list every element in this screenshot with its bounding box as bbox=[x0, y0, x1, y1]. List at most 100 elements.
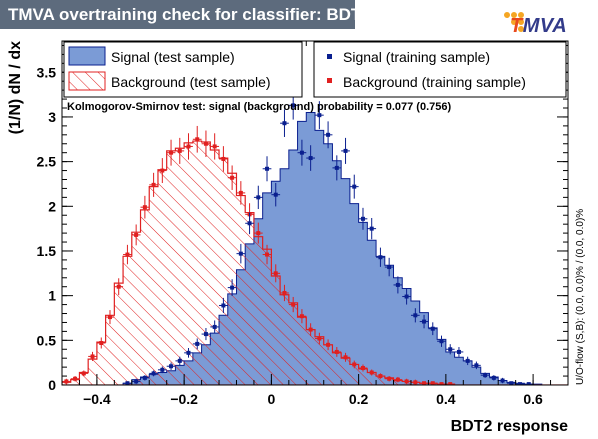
x-tick-label: 0.4 bbox=[436, 391, 456, 407]
background-training-point bbox=[334, 349, 339, 354]
background-training-point bbox=[352, 362, 357, 367]
background-training-point bbox=[369, 370, 374, 375]
background-training-point bbox=[90, 354, 95, 359]
y-tick-label: 1.5 bbox=[37, 243, 57, 259]
background-training-point bbox=[169, 150, 174, 155]
background-training-point bbox=[326, 342, 331, 347]
background-training-point bbox=[430, 381, 435, 385]
background-training-point bbox=[395, 377, 400, 382]
signal-training-point bbox=[282, 121, 287, 126]
x-tick-label: −0.4 bbox=[83, 391, 111, 407]
background-training-point bbox=[221, 156, 226, 161]
ks-test-annotation: Kolmogorov-Smirnov test: signal (backgro… bbox=[67, 101, 451, 113]
legend-marker-signal-training bbox=[327, 54, 332, 59]
signal-training-point bbox=[526, 382, 531, 385]
background-training-point bbox=[238, 190, 243, 195]
x-axis-title: BDT2 response bbox=[451, 418, 568, 435]
signal-training-point bbox=[125, 381, 130, 385]
signal-training-point bbox=[343, 148, 348, 153]
legend-label-background-training: Background (training sample) bbox=[343, 74, 526, 90]
background-training-point bbox=[273, 271, 278, 276]
background-training-point bbox=[186, 144, 191, 149]
background-training-point bbox=[404, 379, 409, 384]
background-training-point bbox=[291, 302, 296, 307]
background-training-point bbox=[177, 148, 182, 153]
signal-training-point bbox=[395, 282, 400, 287]
background-training-point bbox=[116, 284, 121, 289]
background-training-point bbox=[212, 144, 217, 149]
signal-training-point bbox=[483, 373, 488, 378]
signal-training-point bbox=[134, 379, 139, 384]
background-training-point bbox=[413, 380, 418, 385]
signal-training-point bbox=[518, 382, 523, 385]
logo-rest: MVA bbox=[522, 15, 568, 37]
signal-training-point bbox=[352, 184, 357, 189]
signal-training-point bbox=[265, 166, 270, 171]
y-tick-label: 0.5 bbox=[37, 332, 57, 348]
signal-training-point bbox=[299, 150, 304, 155]
signal-training-point bbox=[448, 347, 453, 352]
background-training-point bbox=[308, 327, 313, 332]
background-training-point bbox=[230, 175, 235, 180]
signal-training-point bbox=[212, 324, 217, 329]
legend-label-background-test: Background (test sample) bbox=[111, 74, 271, 90]
background-training-point bbox=[387, 376, 392, 381]
y-tick-label: 0 bbox=[48, 377, 56, 393]
signal-training-point bbox=[439, 339, 444, 344]
background-training-point bbox=[203, 141, 208, 146]
legend-marker-background-training bbox=[327, 78, 332, 83]
background-training-point bbox=[282, 290, 287, 295]
background-training-point bbox=[299, 314, 304, 319]
background-training-point bbox=[422, 381, 427, 385]
signal-training-point bbox=[326, 132, 331, 137]
y-tick-label: 3 bbox=[48, 109, 56, 125]
signal-training-point bbox=[360, 216, 365, 221]
signal-training-point bbox=[186, 350, 191, 355]
signal-training-point bbox=[256, 195, 261, 200]
background-training-point bbox=[439, 382, 444, 385]
signal-training-point bbox=[456, 349, 461, 354]
signal-training-point bbox=[151, 371, 156, 376]
background-training-point bbox=[64, 379, 69, 384]
signal-training-point bbox=[387, 265, 392, 270]
x-tick-label: 0.2 bbox=[349, 391, 369, 407]
background-training-point bbox=[99, 341, 104, 346]
background-training-point bbox=[343, 355, 348, 360]
legend-swatch-background-test bbox=[68, 71, 106, 91]
signal-training-point bbox=[221, 303, 226, 308]
legend-label-signal-test: Signal (test sample) bbox=[111, 49, 235, 65]
signal-training-point bbox=[177, 358, 182, 363]
background-training-point bbox=[142, 205, 147, 210]
signal-training-point bbox=[404, 294, 409, 299]
y-tick-label: 3.5 bbox=[37, 64, 57, 80]
background-training-point bbox=[448, 382, 453, 385]
y-tick-label: 1 bbox=[48, 288, 56, 304]
background-training-point bbox=[125, 252, 130, 257]
signal-training-point bbox=[369, 226, 374, 231]
overflow-label: U/O-flow (S,B): (0.0, 0.0)% / (0.0, 0.0)… bbox=[575, 209, 586, 385]
signal-training-point bbox=[273, 192, 278, 197]
background-training-point bbox=[160, 168, 165, 173]
signal-training-point bbox=[308, 156, 313, 161]
signal-training-point bbox=[238, 251, 243, 256]
chart-title: TMVA overtraining check for classifier: … bbox=[0, 0, 371, 29]
y-axis-title: (1/N) dN / dx bbox=[7, 41, 24, 134]
background-training-point bbox=[256, 231, 261, 236]
signal-training-point bbox=[491, 375, 496, 380]
y-tick-label: 2.5 bbox=[37, 154, 57, 170]
signal-training-point bbox=[430, 326, 435, 331]
plot-content bbox=[62, 91, 568, 385]
background-training-point bbox=[317, 336, 322, 341]
y-tick-label: 2 bbox=[48, 198, 56, 214]
signal-training-point bbox=[169, 364, 174, 369]
legend-box-training bbox=[313, 41, 567, 98]
background-training-point bbox=[360, 366, 365, 371]
x-tick-label: 0.6 bbox=[523, 391, 543, 407]
signal-training-point bbox=[160, 367, 165, 372]
logo-t: T bbox=[510, 15, 523, 37]
signal-training-point bbox=[142, 375, 147, 380]
signal-training-point bbox=[422, 319, 427, 324]
background-training-point bbox=[107, 315, 112, 320]
signal-training-point bbox=[317, 113, 322, 118]
